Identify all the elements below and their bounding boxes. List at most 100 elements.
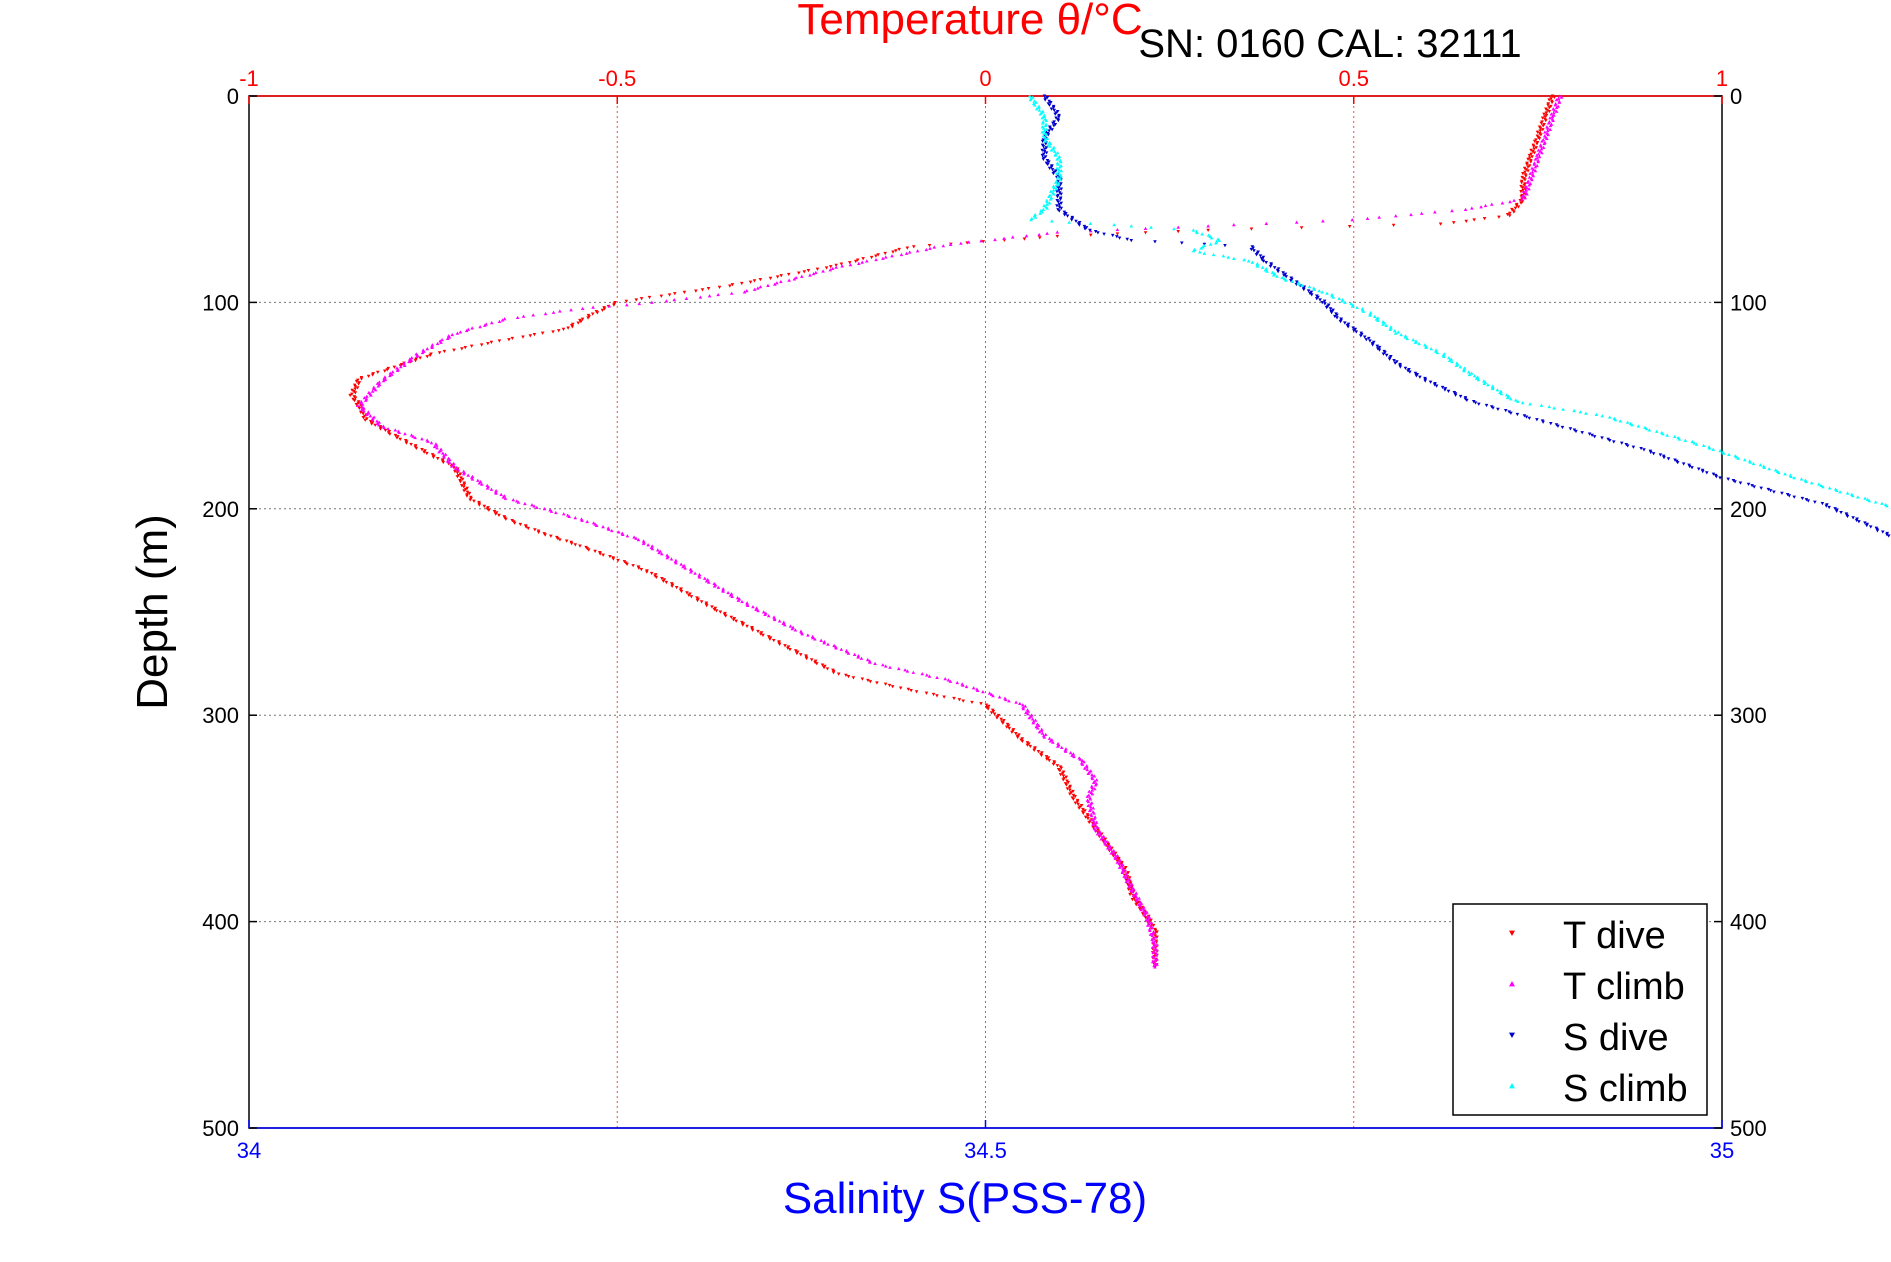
- data-point: [1092, 787, 1097, 791]
- data-point: [1819, 483, 1823, 487]
- data-point: [1136, 900, 1141, 904]
- data-point: [1331, 295, 1336, 299]
- data-point: [1148, 928, 1152, 932]
- data-point: [1280, 275, 1285, 280]
- data-point: [1120, 870, 1125, 875]
- data-point: [883, 664, 888, 668]
- data-point: [1549, 421, 1553, 426]
- data-point: [1039, 753, 1044, 758]
- data-point: [1152, 941, 1157, 945]
- data-point: [928, 246, 932, 250]
- data-point: [693, 571, 697, 575]
- data-point: [1036, 750, 1041, 754]
- data-point: [1528, 402, 1532, 406]
- data-point: [847, 261, 852, 265]
- data-point: [935, 694, 939, 698]
- data-point: [1200, 232, 1204, 236]
- data-point: [1006, 724, 1011, 728]
- data-point: [459, 484, 464, 488]
- data-point: [1639, 446, 1643, 451]
- data-point: [1323, 302, 1327, 306]
- data-point: [952, 696, 956, 701]
- data-point: [1042, 129, 1047, 133]
- data-point: [1505, 213, 1510, 217]
- data-point: [742, 290, 747, 294]
- data-point: [1381, 322, 1385, 326]
- data-point: [1047, 103, 1052, 107]
- data-point: [723, 614, 728, 618]
- data-point: [1042, 150, 1047, 154]
- data-point: [1535, 156, 1539, 160]
- data-point: [368, 414, 373, 418]
- data-point: [350, 388, 354, 392]
- data-point: [1055, 171, 1059, 175]
- data-point: [1550, 94, 1555, 98]
- data-point: [1053, 153, 1058, 157]
- data-point: [1148, 932, 1153, 936]
- data-point: [1206, 224, 1210, 228]
- data-point: [992, 712, 997, 716]
- data-point: [1446, 389, 1451, 393]
- data-point: [357, 406, 362, 411]
- data-point: [370, 389, 375, 393]
- data-point: [585, 519, 590, 524]
- data-point: [898, 686, 903, 690]
- data-point: [442, 349, 447, 354]
- data-point: [927, 243, 932, 248]
- data-point: [1558, 94, 1562, 98]
- data-point: [1476, 377, 1481, 382]
- data-point: [1232, 222, 1236, 227]
- data-point: [1033, 718, 1038, 722]
- data-point: [955, 680, 960, 685]
- data-point: [470, 477, 475, 481]
- data-point: [388, 373, 392, 378]
- data-point: [395, 436, 399, 440]
- data-point: [1150, 937, 1154, 942]
- data-point: [716, 585, 721, 589]
- data-point: [1377, 348, 1382, 352]
- data-point: [714, 609, 719, 613]
- data-point: [1535, 418, 1539, 422]
- data-point: [479, 343, 484, 347]
- data-point: [1479, 205, 1483, 209]
- data-point: [1523, 196, 1527, 200]
- data-point: [1537, 154, 1542, 159]
- data-point: [418, 356, 422, 360]
- data-point: [1129, 239, 1134, 243]
- data-point: [435, 341, 440, 346]
- data-point: [1115, 854, 1120, 858]
- data-point: [731, 618, 736, 622]
- data-point: [1489, 202, 1494, 206]
- data-point: [462, 489, 466, 493]
- data-point: [511, 497, 516, 502]
- data-point: [1666, 457, 1671, 461]
- data-point: [1056, 186, 1061, 190]
- data-point: [1085, 794, 1090, 798]
- data-point: [1462, 368, 1466, 373]
- data-point: [1886, 534, 1891, 538]
- data-point: [1035, 726, 1040, 730]
- data-point: [1539, 133, 1543, 137]
- data-point: [530, 503, 534, 507]
- data-point: [984, 703, 989, 707]
- data-point: [1543, 115, 1547, 119]
- data-point: [914, 690, 919, 694]
- data-point: [1025, 743, 1030, 747]
- data-point: [353, 396, 358, 400]
- data-point: [1350, 218, 1355, 222]
- data-point: [469, 344, 474, 348]
- data-point: [1263, 268, 1268, 272]
- data-point: [718, 610, 723, 614]
- data-point: [1041, 121, 1045, 125]
- data-point: [1152, 956, 1156, 960]
- data-point: [1250, 260, 1255, 264]
- data-point: [1529, 148, 1533, 152]
- data-point: [1308, 291, 1312, 296]
- data-point: [362, 395, 367, 400]
- data-point: [1547, 110, 1552, 114]
- data-point: [1034, 100, 1038, 104]
- y-tick-label: 200: [202, 497, 239, 522]
- data-point: [1574, 429, 1578, 434]
- data-point: [586, 548, 591, 552]
- data-point: [1526, 169, 1530, 173]
